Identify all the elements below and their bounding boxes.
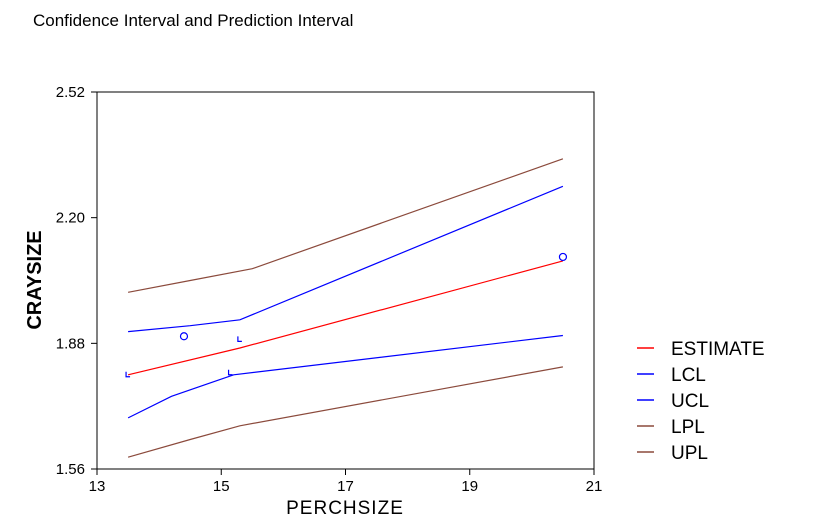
data-points xyxy=(125,252,568,378)
y-tick-label: 1.56 xyxy=(56,461,85,478)
plot-area xyxy=(96,91,595,470)
legend-label: LCL xyxy=(671,365,706,386)
legend-label: LPL xyxy=(671,417,705,438)
series-line-upl xyxy=(127,158,564,293)
data-point xyxy=(558,252,568,262)
series-lines xyxy=(127,158,564,458)
series-line-lcl xyxy=(127,334,563,419)
legend: ESTIMATE LCL UCL LPL UPL xyxy=(637,339,765,464)
x-axis-label: PERCHSIZE xyxy=(286,498,404,519)
x-axis: 13 15 17 19 21 xyxy=(89,469,603,495)
y-tick-label: 1.88 xyxy=(56,335,85,352)
series-line-ucl xyxy=(128,185,564,333)
legend-label: UPL xyxy=(671,443,708,464)
x-tick-label: 21 xyxy=(586,478,603,495)
y-tick-label: 2.52 xyxy=(56,84,85,101)
legend-label: UCL xyxy=(671,391,709,412)
series-line-estimate xyxy=(127,260,564,376)
x-tick-label: 13 xyxy=(89,478,106,495)
y-axis-label: CRAYSIZE xyxy=(24,230,46,329)
x-tick-label: 17 xyxy=(337,478,354,495)
y-axis: 1.56 1.88 2.20 2.52 xyxy=(56,84,97,478)
chart-title: Confidence Interval and Prediction Inter… xyxy=(33,11,353,30)
data-point-marker xyxy=(237,336,242,343)
data-point xyxy=(179,332,189,341)
x-tick-label: 15 xyxy=(213,478,230,495)
legend-label: ESTIMATE xyxy=(671,339,765,360)
x-tick-label: 19 xyxy=(461,478,478,495)
series-line-lpl xyxy=(127,366,564,458)
data-point-marker xyxy=(125,371,131,378)
data-point-marker xyxy=(227,369,233,376)
y-tick-label: 2.20 xyxy=(56,210,85,227)
